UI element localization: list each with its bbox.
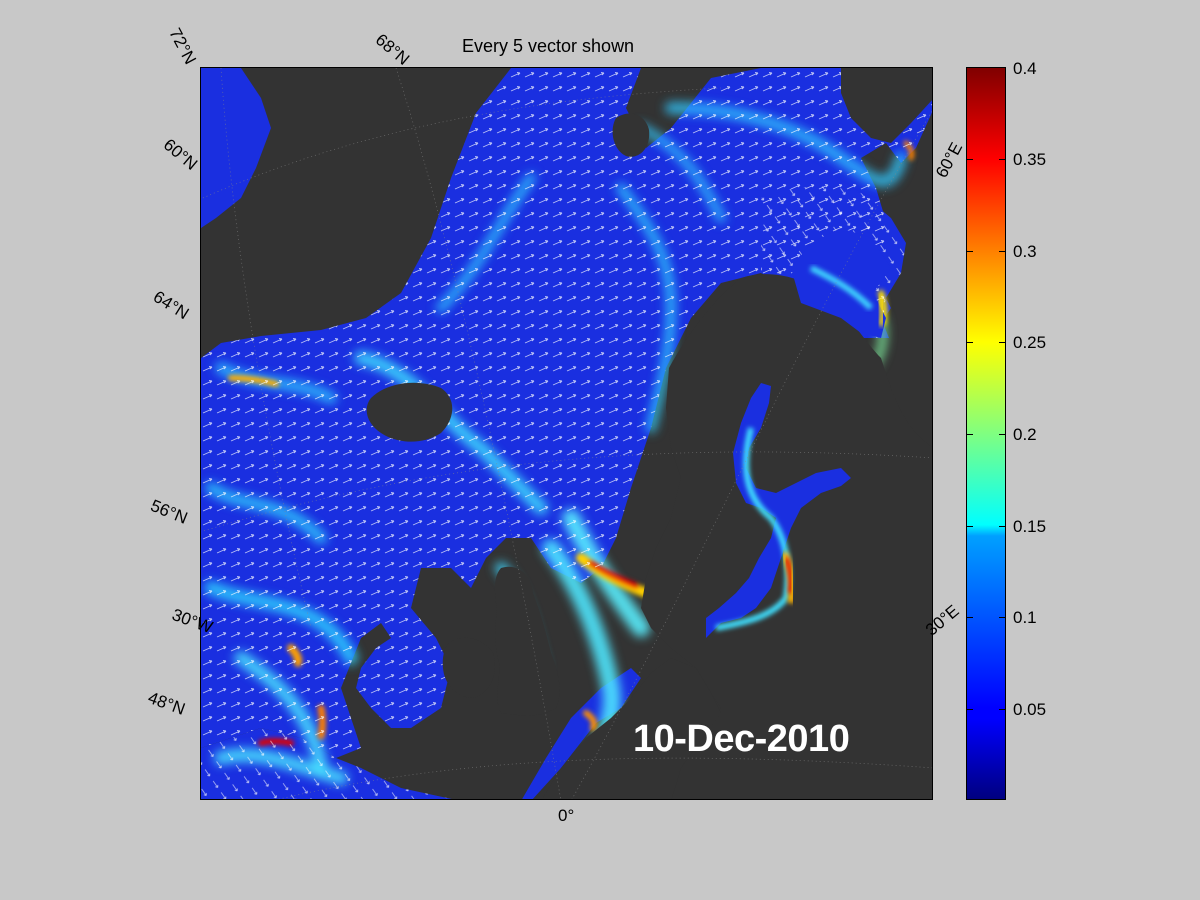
colorbar-gradient (967, 68, 1005, 799)
colorbar-tickmark (967, 159, 973, 160)
colorbar-tick-0-4: 0.4 (1013, 59, 1037, 78)
novaya-zemlya (841, 68, 932, 143)
colorbar-tick-0-35: 0.35 (1013, 150, 1047, 169)
lon-label-60e: 60°E (932, 139, 967, 181)
colorbar-tick-0-15: 0.15 (1013, 517, 1047, 536)
colorbar-tickmark (999, 342, 1005, 343)
colorbar-tickmark (999, 526, 1005, 527)
lat-label-72n: 72°N (165, 25, 200, 68)
colorbar-tickmark (999, 617, 1005, 618)
european-mainland (542, 658, 721, 799)
colorbar-tickmark (999, 709, 1005, 710)
colorbar-tick-0-2: 0.2 (1013, 425, 1037, 444)
colorbar-tick-0-25: 0.25 (1013, 333, 1047, 352)
colorbar-tickmark (999, 434, 1005, 435)
figure-title: Every 5 vector shown (462, 36, 635, 56)
inland-seas (706, 228, 891, 638)
current-speed-map (200, 67, 933, 800)
ireland (442, 637, 495, 698)
date-label: 10-Dec-2010 (633, 718, 850, 760)
colorbar-tick-0-3: 0.3 (1013, 242, 1037, 261)
lat-label-64n: 64°N (149, 287, 193, 324)
colorbar-tickmark (967, 434, 973, 435)
colorbar-tickmark (967, 526, 973, 527)
lat-label-56n: 56°N (147, 496, 191, 528)
lon-label-0: 0° (558, 806, 575, 825)
colorbar-tick-0-1: 0.1 (1013, 608, 1037, 627)
great-britain (494, 566, 560, 716)
lat-label-60n: 60°N (159, 135, 202, 174)
colorbar (966, 67, 1006, 800)
colorbar-tickmark (967, 617, 973, 618)
colorbar-tickmark (967, 709, 973, 710)
greenland-sea (201, 68, 271, 228)
colorbar-tickmark (999, 159, 1005, 160)
lon-label-top: 68°N (371, 30, 414, 69)
colorbar-tick-0-05: 0.05 (1013, 700, 1047, 719)
colorbar-tickmark (999, 251, 1005, 252)
colorbar-tickmark (967, 342, 973, 343)
graticule (201, 68, 932, 799)
colorbar-tickmark (967, 251, 973, 252)
lat-label-48n: 48°N (145, 688, 188, 719)
map-canvas (201, 68, 932, 799)
iceland (366, 382, 453, 442)
svalbard (612, 113, 650, 157)
